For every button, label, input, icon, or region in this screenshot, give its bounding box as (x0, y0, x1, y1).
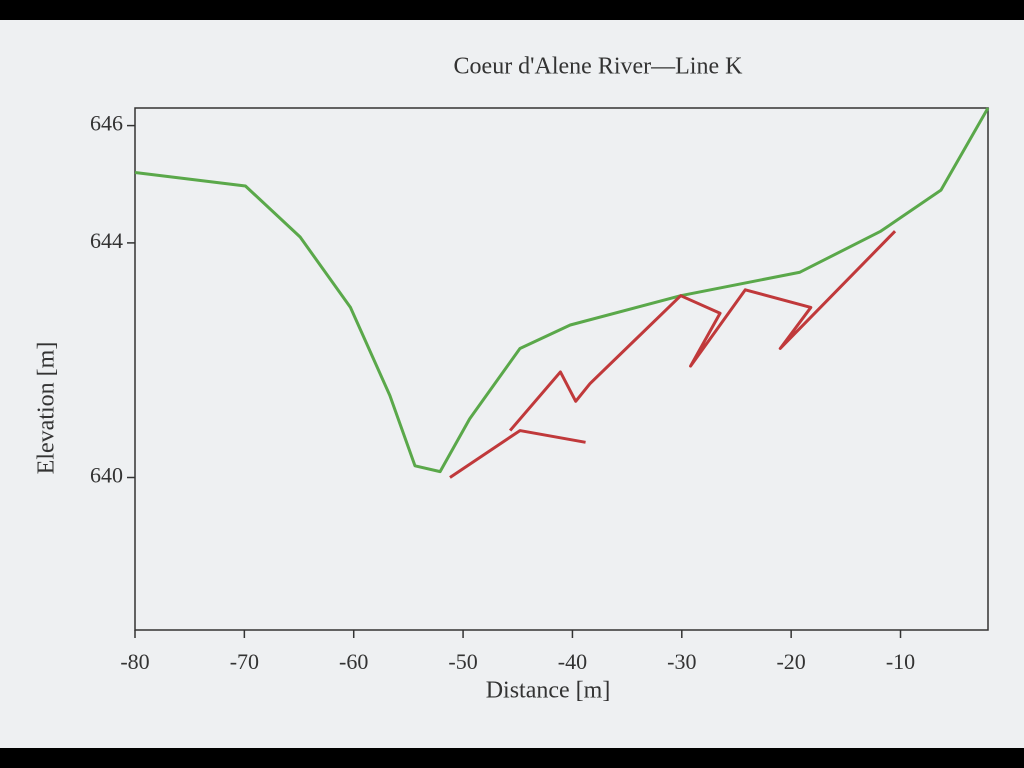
data-line (134, 107, 990, 474)
x-axis-label: Distance [m] (486, 678, 611, 704)
x-tick-label: -20 (776, 649, 805, 674)
plot-frame (134, 107, 989, 631)
chart-title: Coeur d'Alene River—Line K (454, 54, 744, 80)
y-tick-label: 640 (90, 463, 123, 488)
x-tick-label: -70 (230, 649, 259, 674)
x-tick-label: -50 (448, 649, 477, 674)
y-tick-label: 644 (90, 228, 123, 253)
data-line (508, 230, 897, 432)
x-tick-label: -40 (558, 649, 587, 674)
data-line (449, 429, 586, 479)
y-tick-label: 646 (90, 111, 123, 136)
x-tick-label: -80 (120, 649, 149, 674)
y-axis-label: Elevation [m] (34, 342, 60, 475)
x-tick-label: -60 (339, 649, 368, 674)
x-tick-label: -10 (886, 649, 915, 674)
x-tick-label: -30 (667, 649, 696, 674)
background (0, 20, 1024, 748)
